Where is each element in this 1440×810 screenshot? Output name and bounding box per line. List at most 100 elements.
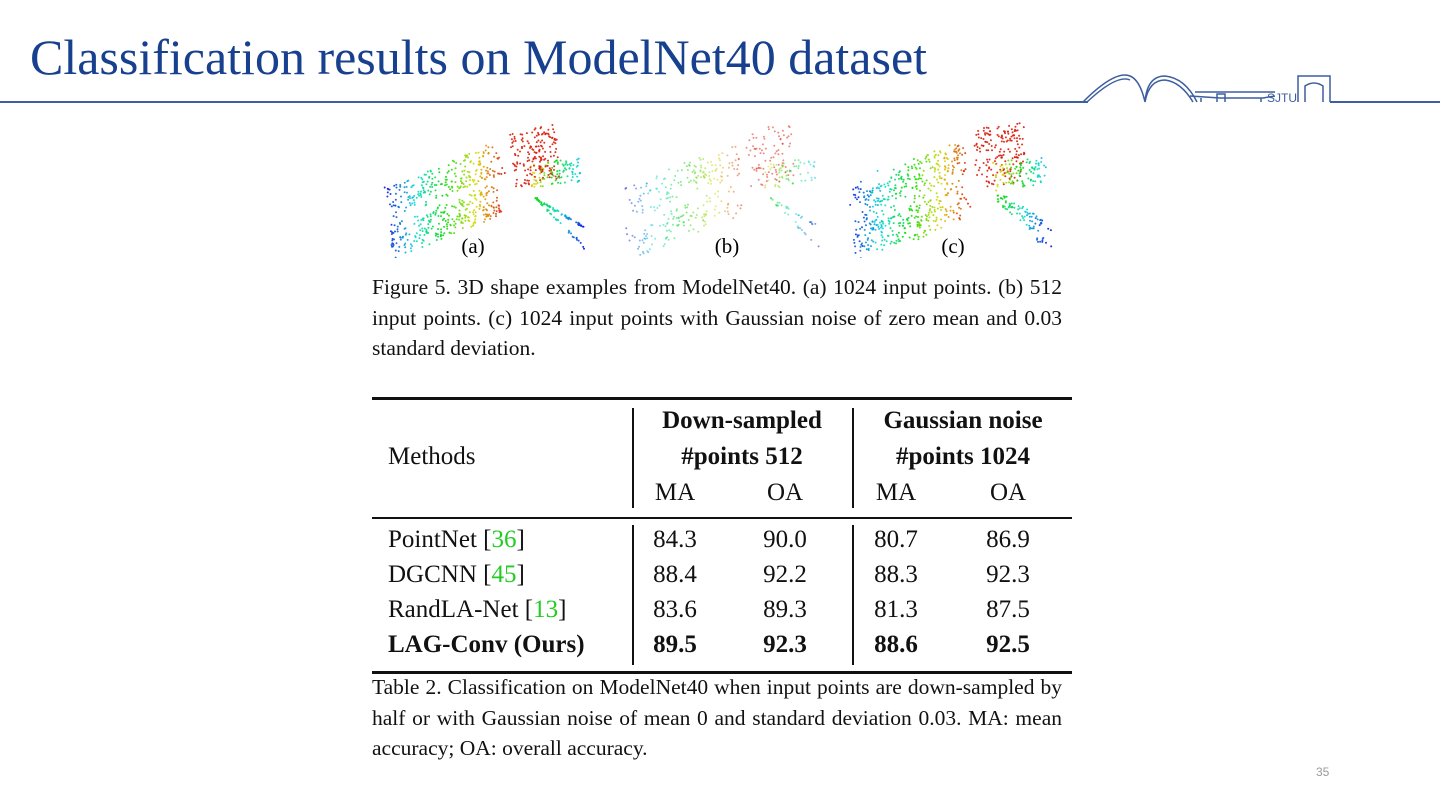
point — [984, 132, 986, 135]
point — [448, 214, 450, 217]
point — [422, 239, 425, 242]
citation-link[interactable]: 13 — [533, 596, 559, 623]
point — [582, 245, 585, 248]
point — [1006, 130, 1009, 133]
point — [1034, 166, 1037, 168]
point — [685, 211, 688, 214]
point — [420, 190, 422, 193]
point — [1032, 212, 1035, 215]
point — [897, 240, 900, 243]
point — [754, 155, 756, 158]
cell-gn-oa: 92.5 — [986, 631, 1030, 658]
point — [776, 173, 778, 176]
point — [869, 194, 872, 197]
point — [416, 215, 419, 218]
point — [393, 184, 396, 187]
point — [550, 176, 553, 179]
point — [874, 203, 877, 206]
point — [464, 216, 467, 219]
point — [640, 186, 643, 189]
point — [732, 217, 735, 220]
point — [787, 177, 790, 180]
point — [524, 179, 526, 181]
point — [767, 128, 770, 131]
point — [641, 250, 644, 253]
method-name: RandLA-Net [13] — [388, 596, 567, 623]
point — [396, 228, 399, 231]
point — [648, 248, 651, 251]
point — [692, 211, 695, 214]
point — [951, 182, 954, 185]
point — [543, 131, 546, 134]
point — [421, 227, 424, 230]
point — [1017, 154, 1020, 157]
citation-link[interactable]: 36 — [491, 526, 517, 553]
point — [719, 181, 722, 184]
point — [748, 139, 751, 142]
point — [920, 219, 923, 222]
point — [1006, 169, 1009, 172]
point — [933, 209, 936, 211]
point — [482, 209, 484, 212]
point — [778, 201, 781, 204]
point — [445, 183, 448, 186]
point — [1021, 180, 1024, 183]
table-bottom-rule — [372, 671, 1072, 674]
cell-gn-oa: 87.5 — [986, 596, 1030, 623]
point — [1021, 182, 1024, 185]
point — [577, 161, 580, 164]
point — [726, 210, 729, 213]
point — [390, 233, 393, 235]
point — [534, 157, 537, 160]
point — [955, 212, 958, 215]
point — [684, 206, 687, 209]
point — [943, 168, 946, 171]
point — [565, 160, 568, 163]
point — [963, 196, 966, 199]
point — [450, 180, 453, 183]
citation-link[interactable]: 45 — [491, 561, 517, 588]
point — [914, 178, 917, 181]
point — [945, 157, 948, 159]
point — [559, 159, 562, 162]
point — [411, 202, 414, 205]
point — [484, 149, 487, 152]
point — [813, 165, 816, 168]
point — [1002, 181, 1005, 184]
cell-gn-ma: 80.7 — [874, 526, 918, 553]
point — [532, 158, 535, 161]
point — [420, 196, 423, 198]
point — [556, 173, 559, 176]
point — [940, 226, 943, 229]
point — [963, 161, 966, 164]
point — [975, 142, 978, 145]
point — [533, 178, 536, 181]
point — [484, 218, 486, 221]
point — [694, 172, 696, 175]
point — [854, 186, 857, 189]
point — [773, 166, 776, 169]
point — [771, 126, 774, 129]
point — [1041, 240, 1044, 243]
point — [1001, 197, 1004, 200]
point — [870, 245, 872, 248]
point — [915, 215, 918, 218]
point — [727, 213, 730, 215]
point — [911, 209, 914, 212]
point — [540, 203, 543, 206]
point — [676, 224, 679, 227]
point — [774, 185, 776, 188]
point — [764, 159, 767, 162]
point — [755, 169, 758, 172]
point — [944, 165, 946, 168]
point — [394, 204, 397, 207]
point — [901, 235, 904, 238]
point — [531, 131, 534, 134]
point — [662, 245, 665, 248]
point — [460, 180, 462, 183]
point — [431, 181, 434, 184]
point — [866, 238, 869, 241]
point — [973, 144, 976, 147]
point — [769, 197, 772, 199]
point — [641, 211, 644, 214]
